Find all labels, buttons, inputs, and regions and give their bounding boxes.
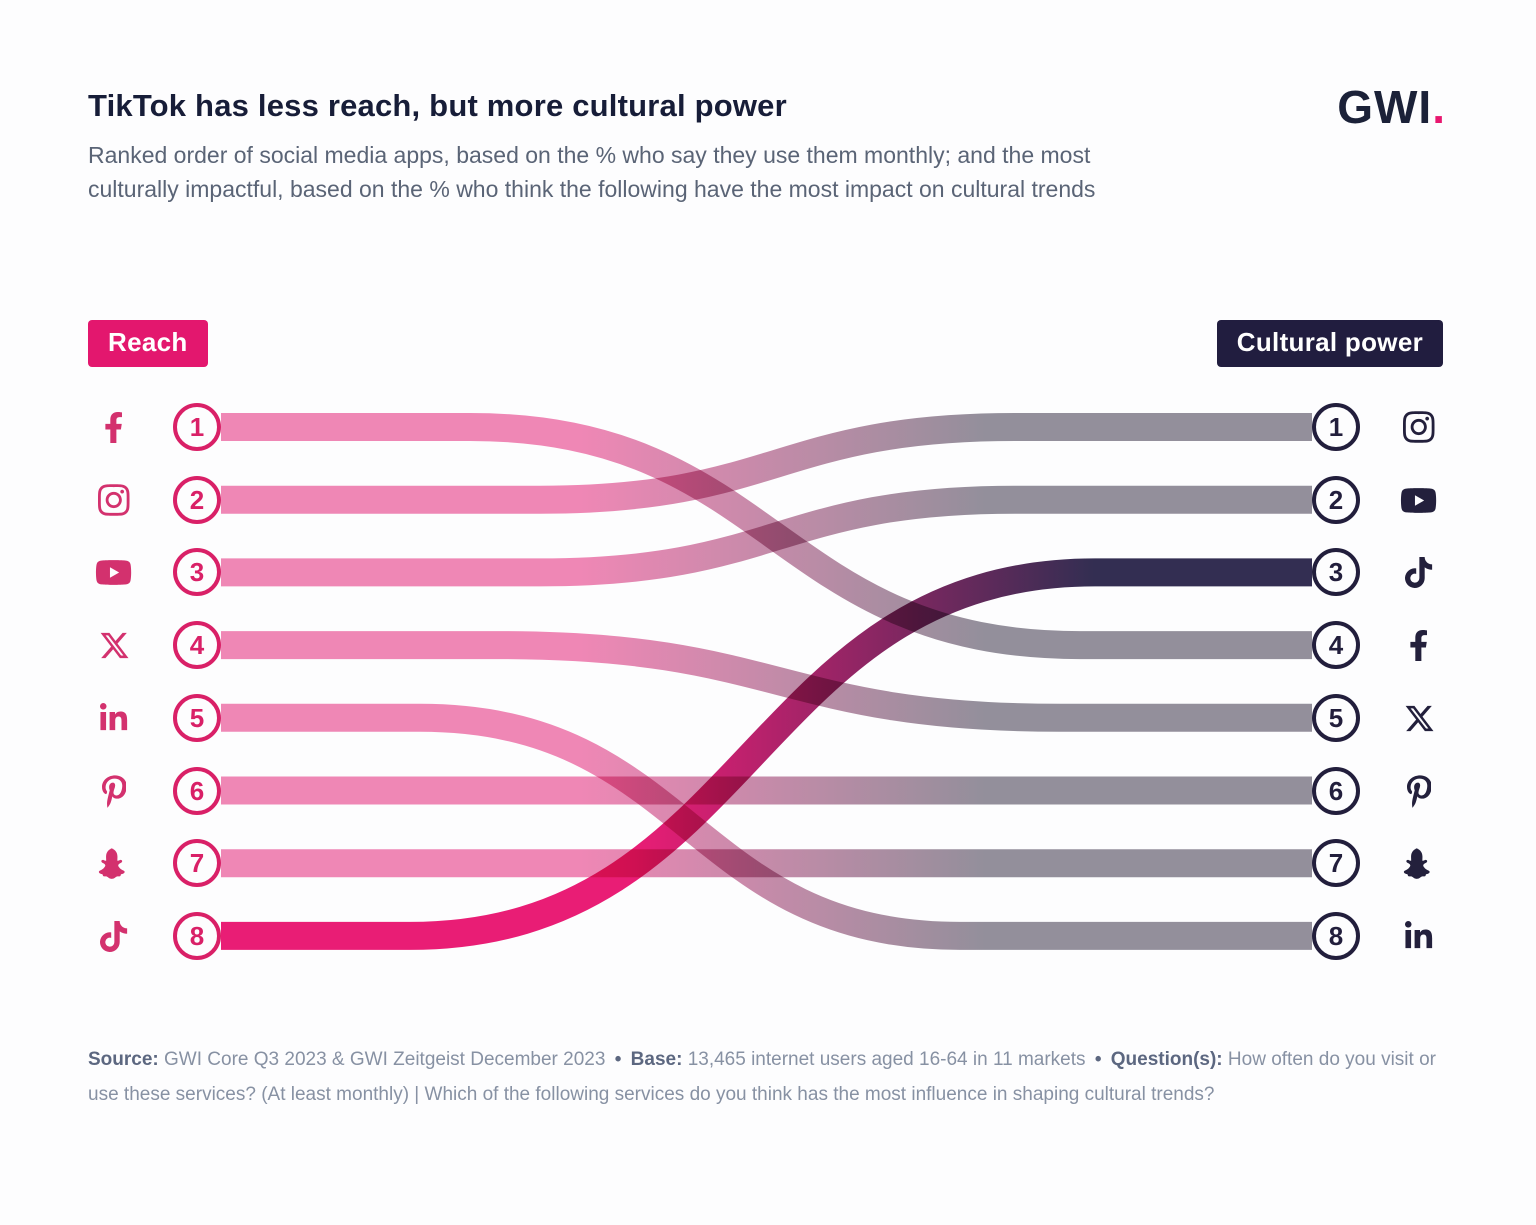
facebook-icon <box>1396 622 1442 668</box>
linkedin-icon <box>91 695 137 741</box>
bullet-separator: • <box>1094 1049 1102 1070</box>
rank-number: 2 <box>189 484 205 515</box>
flow-x <box>221 631 1312 732</box>
question-text: How often do you visit or use these serv… <box>88 1049 1436 1105</box>
instagram-icon <box>1396 404 1442 450</box>
linkedin-icon <box>1396 913 1442 959</box>
rank-number: 4 <box>1328 629 1344 660</box>
rank-number: 7 <box>189 847 205 878</box>
youtube-icon <box>1396 477 1442 523</box>
pinterest-icon <box>1396 768 1442 814</box>
cultural-rank-circle: 6 <box>1312 767 1360 815</box>
gwi-logo-dot: . <box>1432 81 1446 133</box>
reach-rank-circle: 8 <box>173 912 221 960</box>
cultural-rank-circle: 7 <box>1312 839 1360 887</box>
reach-rank-circle: 7 <box>173 839 221 887</box>
rank-number: 5 <box>189 702 205 733</box>
snapchat-icon <box>91 840 137 886</box>
reach-rank-circle: 4 <box>173 621 221 669</box>
source-note: Source: GWI Core Q3 2023 & GWI Zeitgeist… <box>88 1042 1448 1112</box>
snapchat-icon <box>1396 840 1442 886</box>
source-label: Source: <box>88 1049 159 1070</box>
youtube-icon <box>91 549 137 595</box>
reach-axis-badge: Reach <box>88 320 208 367</box>
flow-instagram <box>221 413 1312 514</box>
flow-tiktok <box>221 558 1312 950</box>
reach-rank-circle: 2 <box>173 476 221 524</box>
tiktok-icon <box>91 913 137 959</box>
rank-number: 3 <box>189 556 205 587</box>
bullet-separator: • <box>614 1049 622 1070</box>
cultural-rank-circle: 3 <box>1312 548 1360 596</box>
reach-rank-circle: 1 <box>173 403 221 451</box>
x-icon <box>1396 695 1442 741</box>
rank-number: 6 <box>1328 775 1344 806</box>
base-text: 13,465 internet users aged 16-64 in 11 m… <box>687 1049 1086 1070</box>
cultural-rank-circle: 5 <box>1312 694 1360 742</box>
chart-subtitle: Ranked order of social media apps, based… <box>88 142 1096 202</box>
cultural-rank-circle: 4 <box>1312 621 1360 669</box>
question-label: Question(s): <box>1110 1049 1223 1070</box>
reach-rank-circle: 5 <box>173 694 221 742</box>
cultural-rank-circle: 8 <box>1312 912 1360 960</box>
gwi-logo: GWI. <box>1337 80 1446 134</box>
cultural-rank-circle: 1 <box>1312 403 1360 451</box>
rank-number: 2 <box>1328 484 1344 515</box>
rank-number: 1 <box>1328 411 1344 442</box>
rank-number: 5 <box>1328 702 1344 733</box>
base-label: Base: <box>630 1049 683 1070</box>
instagram-icon <box>91 477 137 523</box>
rank-number: 8 <box>1328 920 1344 951</box>
facebook-icon <box>91 404 137 450</box>
rank-number: 4 <box>189 629 205 660</box>
rank-number: 6 <box>189 775 205 806</box>
cultural-rank-circle: 2 <box>1312 476 1360 524</box>
reach-rank-circle: 6 <box>173 767 221 815</box>
reach-rank-circle: 3 <box>173 548 221 596</box>
rank-number: 8 <box>189 920 205 951</box>
x-icon <box>91 622 137 668</box>
source-text: GWI Core Q3 2023 & GWI Zeitgeist Decembe… <box>164 1049 606 1070</box>
flow-youtube <box>221 485 1312 587</box>
gwi-logo-text: GWI <box>1337 81 1433 133</box>
rank-number: 7 <box>1328 847 1344 878</box>
pinterest-icon <box>91 768 137 814</box>
tiktok-icon <box>1396 549 1442 595</box>
rank-number: 1 <box>189 411 205 442</box>
rank-number: 3 <box>1328 556 1344 587</box>
cultural-power-axis-badge: Cultural power <box>1216 320 1443 367</box>
page-title: TikTok has less reach, but more cultural… <box>88 88 787 123</box>
